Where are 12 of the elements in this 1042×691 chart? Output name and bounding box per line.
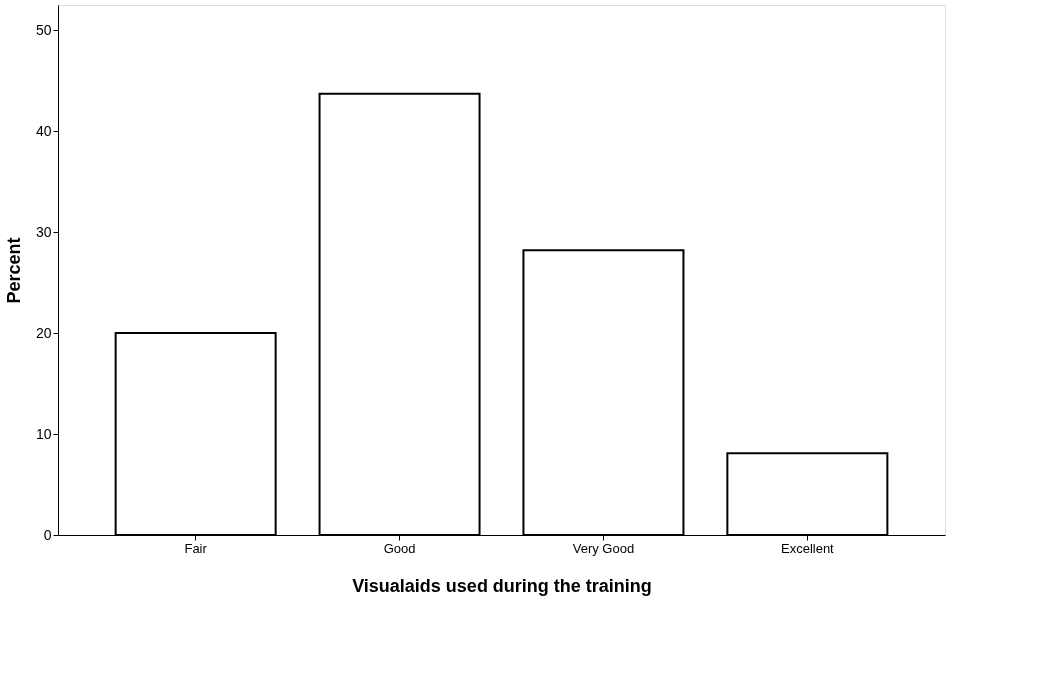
y-tick-label: 40 <box>35 122 52 139</box>
y-tick-label: 10 <box>35 425 52 442</box>
x-axis-title: Visualaids used during the training <box>352 575 652 596</box>
y-tick-label: 30 <box>35 223 52 240</box>
x-tick-label: Fair <box>184 540 208 556</box>
y-tick-label: 50 <box>35 21 52 38</box>
y-tick-label: 0 <box>43 526 52 543</box>
y-axis-title: Percent <box>3 237 24 304</box>
y-tick-label: 20 <box>35 324 52 341</box>
x-tick-label: Very Good <box>572 540 635 556</box>
x-tick-label: Excellent <box>780 540 835 556</box>
x-tick-label: Good <box>383 540 416 556</box>
